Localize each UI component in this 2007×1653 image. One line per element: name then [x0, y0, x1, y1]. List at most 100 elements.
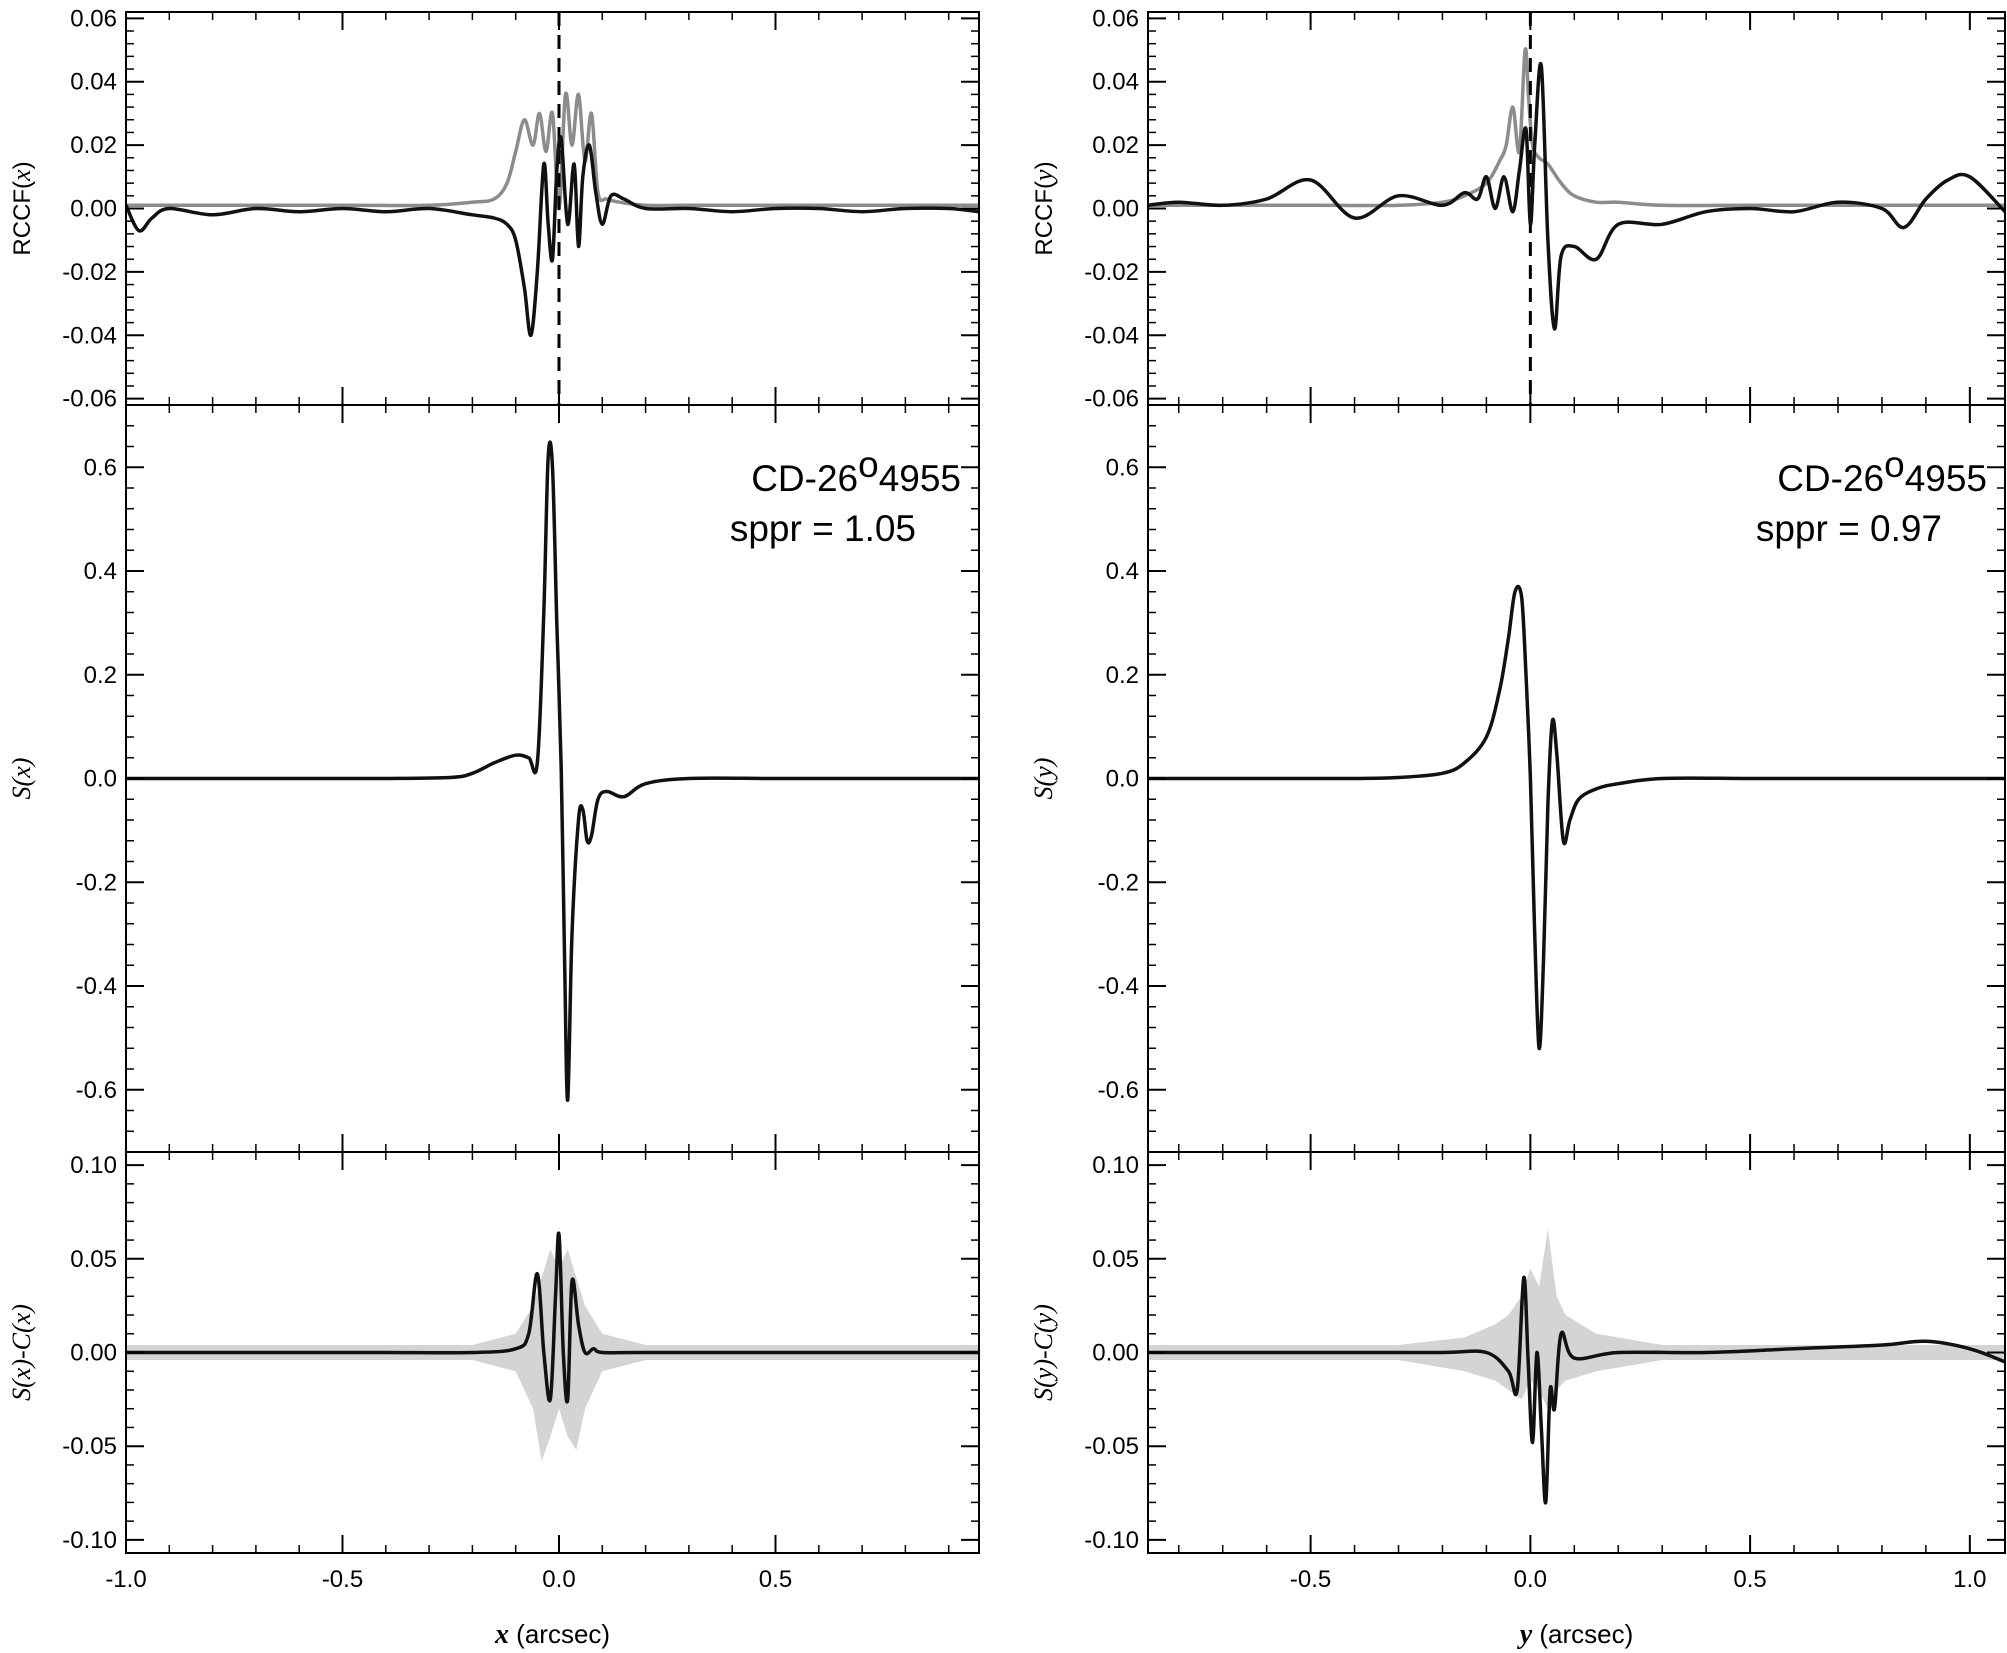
left-xlabel: x (arcsec) — [494, 1619, 610, 1650]
left-rccf-ytick-label: -0.06 — [62, 386, 117, 413]
right-residual-plot-area — [1148, 1228, 2005, 1505]
object-name-prefix: CD-26 — [1777, 458, 1884, 499]
ylabel-suffix: ) — [9, 161, 36, 169]
left-residual-ylabel: S(x)-C(x) — [7, 1304, 36, 1401]
left-rccf-plot-area — [126, 12, 979, 405]
object-name-suffix: 4955 — [879, 458, 961, 499]
right-signal-ytick-label: 0.6 — [1106, 454, 1139, 481]
left-residual-observed-curve — [126, 1231, 979, 1404]
right-signal-panel: -0.6 -0.4 -0.2 0.0 0.2 0.4 0.6 S(y) CD-26o4955 sp… — [1029, 404, 2006, 1153]
ylabel-variable: S — [7, 1388, 36, 1401]
left-signal-ytick-label: 0.4 — [84, 558, 117, 585]
ylabel-variable: S — [7, 786, 36, 799]
xlabel-variable: y — [1517, 1619, 1533, 1650]
ylabel-variable: C — [1029, 1332, 1058, 1350]
ylabel-variable: y — [1029, 766, 1058, 781]
ylabel-paren: ( — [1029, 1323, 1058, 1333]
right-column-plots: -0.06-0.04-0.020.000.020.040.06RCCF(y)-0… — [1029, 5, 2006, 1650]
xlabel-variable: x — [494, 1619, 509, 1650]
right-object-name: CD-26o4955 — [1777, 444, 1987, 499]
right-xtick-label: -0.5 — [1290, 1566, 1331, 1593]
object-name-degree: o — [858, 444, 879, 485]
left-rccf-panel: -0.06 -0.04 -0.02 0.00 0.02 0.04 0.06 RCCF(x) — [7, 5, 980, 413]
left-residual-ytick-label: 0.00 — [70, 1340, 117, 1367]
ylabel-prefix: RCCF( — [9, 181, 36, 256]
ylabel-variable: S — [1029, 786, 1058, 799]
right-residual-ytick-label: 0.10 — [1092, 1152, 1139, 1179]
left-rccf-model-curve — [126, 91, 979, 211]
ylabel-variable: y — [1029, 1312, 1058, 1327]
left-residual-panel: -0.10-0.050.000.050.10S(x)-C(x) — [7, 1151, 980, 1554]
right-signal-ytick-label: -0.6 — [1098, 1077, 1139, 1104]
xlabel-unit: (arcsec) — [509, 1619, 610, 1649]
left-object-name: CD-26o4955 — [751, 444, 961, 499]
right-xtick-label: 1.0 — [1953, 1566, 1986, 1593]
left-residual-ytick-label: 0.10 — [70, 1152, 117, 1179]
right-xtick-label: 0.0 — [1514, 1566, 1547, 1593]
right-rccf-ytick-label: -0.04 — [1084, 322, 1139, 349]
ylabel-variable: x — [7, 1367, 36, 1380]
right-rccf-panel: -0.06 -0.04 -0.02 0.00 0.02 0.04 0.06 RCCF(y) — [1029, 5, 2006, 413]
ylabel-paren: ( — [7, 1323, 36, 1333]
ylabel-paren: ) — [7, 1304, 36, 1315]
right-residual-ytick-label: -0.05 — [1084, 1433, 1139, 1460]
right-signal-plot-area — [1148, 584, 2005, 1051]
right-rccf-ytick-label: 0.04 — [1092, 69, 1139, 96]
xlabel-unit: (arcsec) — [1532, 1619, 1633, 1649]
left-rccf-ytick-label: 0.00 — [70, 196, 117, 223]
left-xtick-label: 0.0 — [542, 1566, 575, 1593]
right-residual-ytick-label: -0.10 — [1084, 1527, 1139, 1554]
left-rccf-ytick-label: -0.02 — [62, 259, 117, 286]
ylabel-variable: x — [7, 1312, 36, 1325]
object-name-degree: o — [1884, 444, 1905, 485]
ylabel-variable: S — [1029, 1388, 1058, 1401]
right-xlabel: y (arcsec) — [1517, 1619, 1634, 1650]
object-name-prefix: CD-26 — [751, 458, 858, 499]
ylabel-variable: x — [7, 766, 36, 779]
right-xtick-label: 0.5 — [1733, 1566, 1766, 1593]
ylabel-operator: )- — [7, 1350, 36, 1369]
right-residual-panel: -0.10-0.050.000.050.10S(y)-C(y) — [1029, 1151, 2006, 1554]
right-rccf-ytick-label: 0.02 — [1092, 132, 1139, 159]
left-signal-ytick-label: -0.4 — [76, 973, 117, 1000]
right-signal-ytick-label: -0.2 — [1098, 869, 1139, 896]
left-xtick-label: 0.5 — [759, 1566, 792, 1593]
left-residual-ytick-label: 0.05 — [70, 1246, 117, 1273]
left-signal-ytick-label: 0.6 — [84, 454, 117, 481]
right-signal-ytick-label: 0.4 — [1106, 558, 1139, 585]
left-signal-panel: -0.6 -0.4 -0.2 0.0 0.2 0.4 0.6 S(x) CD-26o4955 sp… — [7, 404, 980, 1153]
ylabel-variable: C — [7, 1332, 36, 1350]
right-residual-observed-curve — [1148, 1275, 2005, 1505]
ylabel-paren: ) — [1029, 758, 1058, 769]
right-residual-ytick-label: 0.00 — [1092, 1340, 1139, 1367]
right-signal-ytick-label: 0.0 — [1106, 766, 1139, 793]
left-residual-ytick-label: -0.10 — [62, 1527, 117, 1554]
left-rccf-ytick-label: -0.04 — [62, 322, 117, 349]
right-residual-ytick-label: 0.05 — [1092, 1246, 1139, 1273]
right-rccf-ytick-label: 0.06 — [1092, 5, 1139, 32]
right-signal-ytick-label: -0.4 — [1098, 973, 1139, 1000]
right-residual-noise-band — [1148, 1228, 2005, 1409]
right-signal-ylabel: S(y) — [1029, 758, 1058, 800]
ylabel-variable: y — [1029, 1367, 1058, 1382]
left-residual-plot-area — [126, 1231, 979, 1462]
right-rccf-ytick-label: 0.00 — [1092, 196, 1139, 223]
right-rccf-model-curve — [1148, 47, 2005, 208]
ylabel-suffix: ) — [1031, 161, 1058, 169]
ylabel-paren: ( — [7, 1378, 36, 1388]
left-signal-observed-curve — [126, 440, 979, 1102]
left-rccf-observed-curve — [126, 135, 979, 338]
right-rccf-ytick-label: -0.06 — [1084, 386, 1139, 413]
ylabel-paren: ) — [7, 758, 36, 769]
ylabel-paren: ( — [1029, 776, 1058, 786]
left-rccf-ytick-label: 0.04 — [70, 69, 117, 96]
ylabel-paren: ) — [1029, 1304, 1058, 1315]
left-signal-ytick-label: -0.2 — [76, 869, 117, 896]
ylabel-variable: y — [1029, 169, 1058, 184]
right-residual-ylabel: S(y)-C(y) — [1029, 1304, 1058, 1401]
left-signal-ylabel: S(x) — [7, 758, 36, 800]
right-signal-observed-curve — [1148, 584, 2005, 1051]
right-rccf-plot-area — [1148, 12, 2005, 405]
left-signal-ytick-label: 0.0 — [84, 766, 117, 793]
